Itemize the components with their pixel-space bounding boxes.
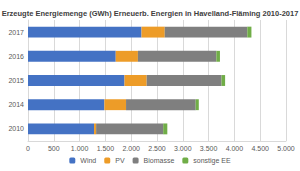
svg-text:Erzeugte Energiemenge (GWh) Er: Erzeugte Energiemenge (GWh) Erneuerb. En… — [2, 9, 299, 18]
svg-text:1.000: 1.000 — [71, 145, 89, 152]
svg-text:sonstige EE: sonstige EE — [193, 157, 231, 165]
svg-text:Wind: Wind — [80, 157, 96, 164]
svg-text:3.500: 3.500 — [200, 145, 218, 152]
svg-text:4.500: 4.500 — [251, 145, 269, 152]
svg-text:500: 500 — [48, 145, 60, 152]
svg-text:2.500: 2.500 — [148, 145, 166, 152]
svg-text:2015: 2015 — [8, 77, 24, 84]
svg-text:5.000: 5.000 — [277, 145, 295, 152]
svg-text:2017: 2017 — [8, 29, 24, 36]
svg-text:3.000: 3.000 — [174, 145, 192, 152]
svg-text:4.000: 4.000 — [226, 145, 244, 152]
svg-text:2014: 2014 — [8, 101, 24, 108]
svg-text:2.000: 2.000 — [122, 145, 140, 152]
svg-text:0: 0 — [26, 145, 30, 152]
svg-text:2010: 2010 — [8, 125, 24, 132]
svg-text:1.500: 1.500 — [97, 145, 115, 152]
svg-text:2016: 2016 — [8, 53, 24, 60]
svg-text:PV: PV — [115, 157, 125, 164]
svg-text:Biomasse: Biomasse — [144, 157, 175, 164]
